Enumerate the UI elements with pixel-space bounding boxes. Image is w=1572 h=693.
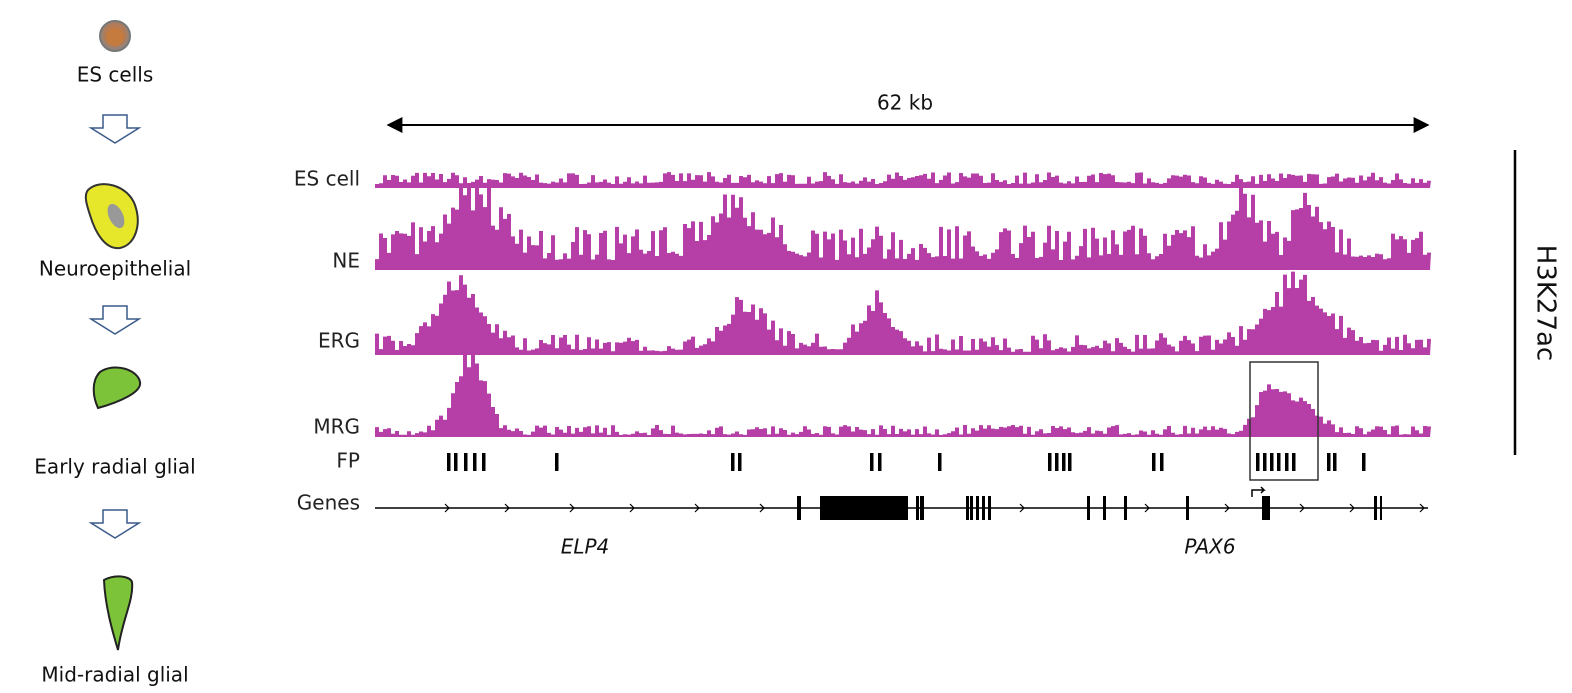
track-label: Genes <box>297 491 360 515</box>
gene-label: PAX6 <box>1184 535 1235 559</box>
exon <box>916 496 919 520</box>
exon <box>820 499 908 517</box>
signal-track <box>375 172 1431 188</box>
strand-tick <box>1224 503 1230 513</box>
fp-mark <box>555 453 559 471</box>
fp-mark <box>1362 453 1366 471</box>
erg-cell-icon <box>92 366 142 410</box>
stage-label: Early radial glial <box>34 455 195 479</box>
fp-mark <box>1270 453 1274 471</box>
gene-track <box>375 496 1428 520</box>
track-label: ERG <box>318 329 360 353</box>
strand-tick <box>569 503 575 513</box>
exon <box>1087 496 1090 520</box>
fp-mark <box>1055 453 1059 471</box>
fp-mark <box>1333 453 1337 471</box>
fp-mark <box>1152 453 1156 471</box>
strand-tick <box>1419 503 1425 513</box>
fp-track <box>447 453 1366 471</box>
fp-mark <box>454 453 458 471</box>
strand-tick <box>1144 503 1150 513</box>
exon <box>1380 496 1382 520</box>
exon <box>1186 496 1189 520</box>
exon <box>797 496 801 520</box>
strand-tick <box>694 503 700 513</box>
fp-mark <box>473 453 477 471</box>
track-label: ES cell <box>294 167 360 191</box>
gene-label: ELP4 <box>561 535 610 559</box>
track-label: FP <box>336 449 360 473</box>
highlight-box <box>1249 361 1319 481</box>
signal-track <box>375 353 1431 437</box>
track-label: NE <box>332 249 360 273</box>
fp-mark <box>870 453 874 471</box>
stage-label: Neuroepithelial <box>39 257 191 281</box>
scale-label: 62 kb <box>877 91 933 115</box>
strand-tick <box>1299 503 1305 513</box>
es-cell-nucleus <box>106 28 124 46</box>
fp-mark <box>1285 453 1289 471</box>
fp-mark <box>1292 453 1296 471</box>
strand-tick <box>1019 503 1025 513</box>
fp-mark <box>447 453 451 471</box>
exon <box>976 496 979 520</box>
fp-mark <box>1048 453 1052 471</box>
track-label: MRG <box>313 415 360 439</box>
strand-tick <box>629 503 635 513</box>
stage-arrow <box>88 509 142 539</box>
exon <box>982 496 985 520</box>
exon <box>1374 496 1377 520</box>
mrg-cell-icon <box>102 575 134 651</box>
fp-mark <box>464 453 468 471</box>
strand-tick <box>759 503 765 513</box>
exon <box>1103 496 1106 520</box>
stage-label: ES cells <box>77 63 154 87</box>
stage-column: ES cells Neuroepithelial Early radial gl… <box>34 20 196 687</box>
exon <box>1124 496 1127 520</box>
exon <box>920 496 924 520</box>
mark-label: H3K27ac <box>1531 245 1561 361</box>
stage-arrow <box>88 114 142 144</box>
fp-mark <box>938 453 942 471</box>
stage-label: Mid-radial glial <box>41 663 188 687</box>
fp-mark <box>1263 453 1267 471</box>
fp-mark <box>482 453 486 471</box>
exon <box>988 496 991 520</box>
fp-mark <box>1068 453 1072 471</box>
fp-mark <box>1160 453 1164 471</box>
fp-mark <box>1327 453 1331 471</box>
signal-track <box>375 181 1431 270</box>
signal-track <box>375 271 1431 355</box>
ne-nucleus <box>107 203 125 229</box>
fp-mark <box>1277 453 1281 471</box>
strand-tick <box>444 503 450 513</box>
fp-mark <box>1062 453 1066 471</box>
strand-tick <box>504 503 510 513</box>
fp-mark <box>731 453 735 471</box>
strand-tick <box>1349 503 1355 513</box>
fp-mark <box>1256 453 1260 471</box>
exon <box>1262 496 1270 520</box>
tss-arrow <box>1251 486 1266 497</box>
exon <box>966 496 969 520</box>
signal-tracks <box>375 172 1431 437</box>
stage-arrow <box>88 305 142 335</box>
fp-mark <box>878 453 882 471</box>
exon <box>970 496 973 520</box>
fp-mark <box>738 453 742 471</box>
